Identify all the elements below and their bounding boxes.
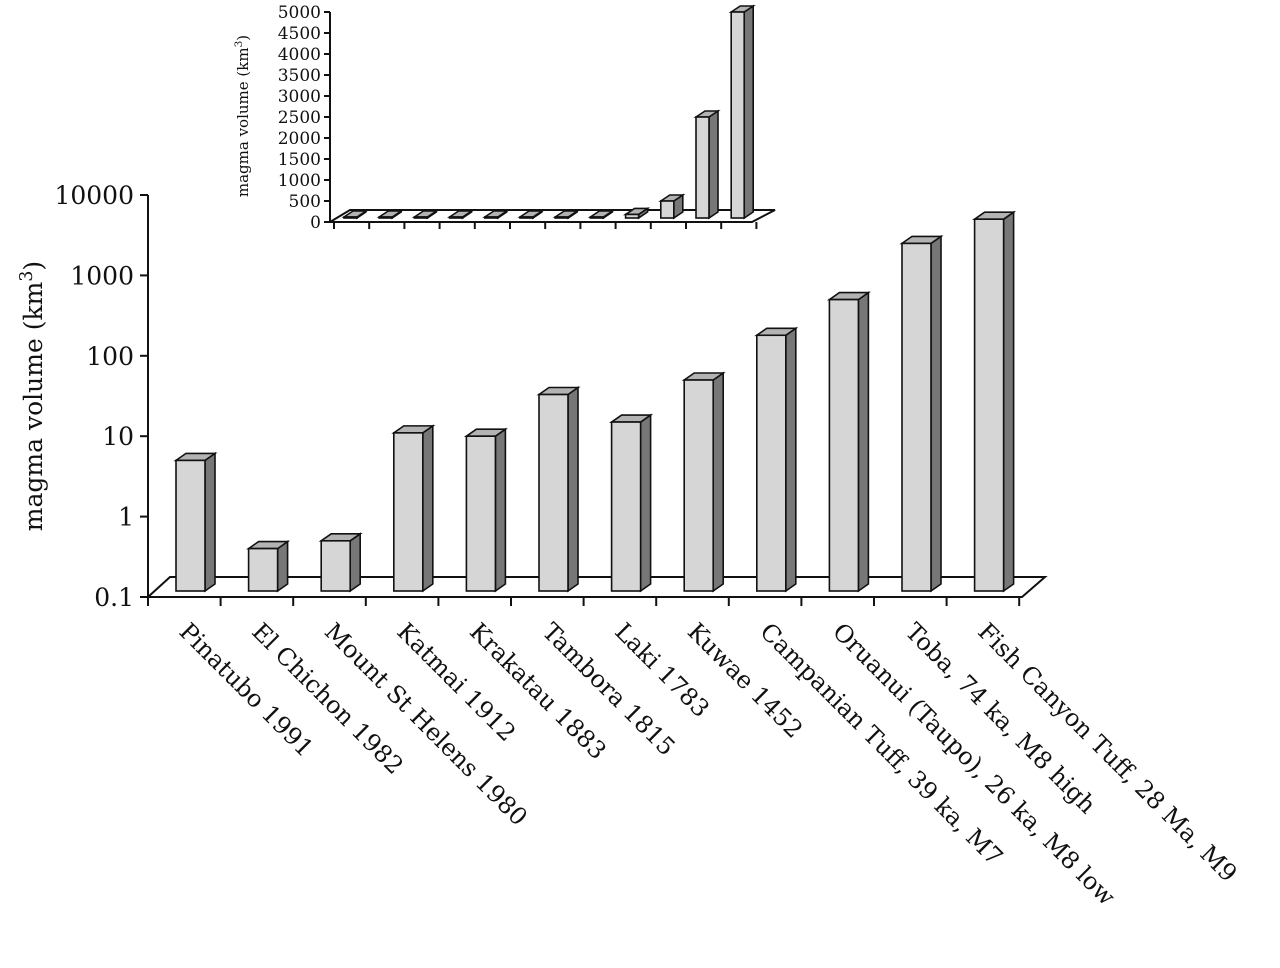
inset-bar-top (446, 210, 475, 218)
inset-bar-front (730, 11, 746, 219)
main-bar-front (901, 242, 932, 592)
main-y-tick-label: 10000 (54, 181, 134, 210)
main-bar-side (712, 371, 725, 593)
inset-bar (552, 209, 580, 220)
inset-y-tick-label: 3500 (278, 66, 321, 86)
main-category-label: Oruanui (Taupo), 26 ka, M8 low (827, 617, 1121, 911)
inset-y-tick-label: 2500 (278, 108, 321, 128)
main-bar-front (683, 379, 715, 592)
main-y-axis-label: magma volume (km3) (17, 261, 48, 531)
main-bar-side (1002, 210, 1015, 593)
inset-bar (341, 209, 369, 220)
inset-y-tick-label: 1500 (278, 150, 321, 170)
main-category-label: Pinatubo 1991 (174, 617, 319, 762)
main-bar-front (828, 298, 860, 592)
main-bar-side (784, 326, 797, 593)
inset-y-tick-label: 5000 (278, 3, 321, 23)
main-bar-side (204, 451, 216, 593)
inset-y-tick-label: 4500 (278, 24, 321, 44)
inset-bar-front (343, 216, 358, 219)
main-bar (536, 385, 581, 593)
inset-y-tick-label: 500 (289, 192, 321, 212)
main-bar-side (421, 424, 434, 593)
main-y-tick-label: 100 (86, 342, 134, 371)
inset-bar-top (517, 210, 545, 218)
inset-bar-side (743, 4, 755, 220)
inset-bar-front (519, 216, 534, 219)
main-y-tick-label: 1000 (70, 261, 134, 290)
main-bar-side (349, 532, 362, 593)
main-bar-front (247, 547, 279, 592)
inset-bar-top (482, 210, 510, 218)
inset-bar-front (378, 216, 394, 219)
inset-bar (587, 209, 616, 220)
inset-bar-top (376, 210, 404, 218)
inset-y-tick-label: 2000 (278, 129, 321, 149)
main-bar (899, 234, 944, 593)
inset-y-tick-label: 1000 (278, 171, 321, 191)
main-bar (972, 210, 1017, 593)
inset-bar-front (624, 213, 640, 219)
inset-bar-front (554, 216, 570, 219)
inset-chart: 0500100015002000250030003500400045005000… (233, 3, 776, 233)
inset-bar-front (413, 216, 429, 219)
main-y-tick-label: 10 (102, 422, 134, 451)
inset-bar (446, 209, 475, 220)
main-bar-side (639, 413, 652, 593)
main-y-tick-label: 1 (118, 503, 134, 532)
inset-floor (326, 209, 776, 223)
main-y-tick-label: 0.1 (94, 583, 134, 612)
main-category-label: Fish Canyon Tuff, 28 Ma, M9 (972, 617, 1242, 887)
inset-bar-top (587, 210, 616, 218)
main-bar (754, 326, 799, 593)
inset-bar-side (708, 109, 719, 220)
inset-bar (728, 4, 756, 220)
inset-bar-top (552, 210, 580, 218)
main-bar-front (392, 432, 424, 592)
main-bar-side (494, 427, 507, 593)
inset-bar (693, 109, 721, 220)
main-bar-side (276, 540, 289, 593)
inset-bar (482, 209, 510, 220)
inset-bar-front (659, 200, 675, 219)
main-bar-front (465, 435, 497, 592)
main-bar (173, 451, 218, 593)
inset-y-tick-label: 4000 (278, 45, 321, 65)
inset-y-tick-label: 0 (310, 213, 321, 233)
inset-bar (376, 209, 404, 220)
main-bar-side (857, 291, 870, 593)
main-bar-side (567, 385, 579, 593)
main-bar (826, 291, 871, 593)
main-bar-side (930, 234, 942, 593)
main-bar (463, 427, 508, 593)
inset-y-axis-label: magma volume (km3) (233, 35, 252, 197)
inset-bar-top (411, 210, 440, 218)
main-bar-front (610, 421, 642, 592)
inset-bar-front (695, 116, 710, 219)
inset-bar (658, 193, 686, 220)
main-bar (318, 532, 363, 593)
main-category-label: Tambora 1815 (537, 617, 681, 761)
main-bar-front (973, 218, 1005, 592)
inset-y-tick-label: 3000 (278, 87, 321, 107)
main-bar (681, 371, 726, 593)
main-bar (391, 424, 436, 593)
inset-bar-front (589, 216, 605, 219)
inset-bar (622, 206, 651, 220)
inset-bar-front (483, 216, 499, 219)
inset-bar-front (448, 216, 464, 219)
inset-bar (517, 209, 545, 220)
main-bar (246, 540, 291, 593)
main-bar (609, 413, 654, 593)
main-bar-front (755, 334, 787, 592)
main-bar-front (175, 459, 206, 592)
main-bar-front (320, 540, 352, 592)
inset-bar (411, 209, 440, 220)
main-bar-front (538, 393, 569, 592)
main-floor (145, 576, 1048, 598)
